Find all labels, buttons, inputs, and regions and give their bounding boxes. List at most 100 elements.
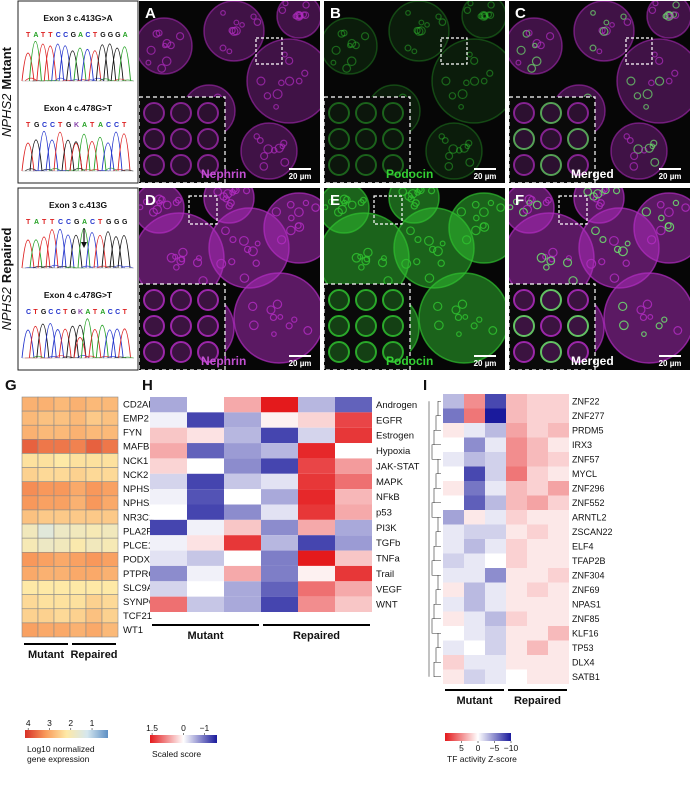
trace-peak [101,231,115,269]
trace-noise [106,356,119,359]
cell [424,22,430,28]
cell [528,195,536,204]
cell [286,225,296,236]
cell [661,316,668,323]
cell [562,258,573,268]
trace-peak [85,232,99,269]
heatmap-cell [53,495,71,511]
cell [626,137,634,144]
heatmap-cell [485,437,506,452]
heatmap-cell [485,655,506,670]
cell [642,89,653,100]
cell [439,240,446,247]
row-label: ZSCAN22 [572,527,613,537]
cell [590,10,596,16]
trace-peak [69,234,83,269]
heatmap-cell [548,394,569,409]
cell [428,245,437,254]
heatmap-cell [527,539,548,554]
row-label: MAFB [123,442,149,453]
trace-noise [91,356,104,359]
cell [293,10,304,21]
heatmap-cell [443,669,464,684]
cell [270,146,278,154]
heatmap-cell [298,565,335,582]
heatmap-cell [527,452,548,467]
cell [347,38,357,48]
row-label: TNFa [376,554,400,565]
trace-peak [117,235,131,269]
heatmap-cell [53,439,71,454]
cell [413,258,421,266]
cell [485,11,493,18]
heatmap-cell [85,594,103,610]
heatmap-cell [150,473,187,490]
zoom-marker [188,195,218,225]
cell [454,313,463,322]
heatmap-cell [443,640,464,655]
cell [617,246,628,257]
heatmap-cell [101,396,119,412]
row-gene: NPHS2 [0,93,14,137]
cell [157,63,167,73]
heatmap-cell [485,423,506,438]
heatmap-cell [506,582,527,597]
cell [451,305,461,315]
cell [252,259,260,267]
cell [154,194,165,205]
cell [142,198,150,206]
trace-peak [88,50,102,82]
trace-peak [66,50,80,82]
heatmap-cell [527,597,548,612]
panel-letter: C [515,5,526,22]
row-label: PTPRO [123,569,156,580]
cell [512,198,520,206]
cell [256,137,264,144]
chromatogram-box [17,0,139,184]
heatmap-cell [53,481,71,497]
group-label: Mutant [456,695,492,707]
dendrogram [431,560,441,576]
panel-letter: F [515,192,524,209]
trace-peak [45,139,59,172]
trace-peak [103,43,117,82]
trace-peak [58,328,72,359]
inset-cell [567,128,589,150]
heatmap-cell [69,424,87,440]
heatmap-cell [261,565,298,582]
cell [583,188,593,197]
heatmap-cell [150,443,187,459]
heatmap-cell [187,412,224,428]
inset-cell [355,315,377,337]
heatmap-cell [53,537,71,553]
row-label: NFkB [376,492,400,503]
heatmap-cell [506,597,527,612]
heatmap-cell [548,597,569,612]
stain-label: Podocin [386,167,433,181]
row-status: Repaired [0,227,14,283]
heatmap-cell [506,553,527,568]
row-label: DLX4 [572,658,595,668]
cell [544,196,552,204]
cell [650,139,658,147]
heatmap-cell [224,473,261,490]
inset-cell [382,289,404,311]
trace-noise [96,265,110,269]
heatmap-cell [187,443,224,459]
row-label: ZNF304 [572,571,605,581]
inset-cell [540,315,562,337]
heatmap-cell [21,467,39,483]
heatmap-cell [101,580,119,595]
heatmap-cell [464,582,485,597]
cell [412,199,420,207]
trace-peak [21,52,35,82]
inset-cell [382,315,404,337]
inset-cell [143,341,165,363]
scale-label: 20 µm [474,172,497,181]
row-label: NPHS2 Repaired [0,227,14,330]
trace-noise [80,265,94,269]
inset-cell [143,315,165,337]
cell [176,256,186,266]
group-label: Repaired [514,695,561,707]
inset-cell [355,289,377,311]
